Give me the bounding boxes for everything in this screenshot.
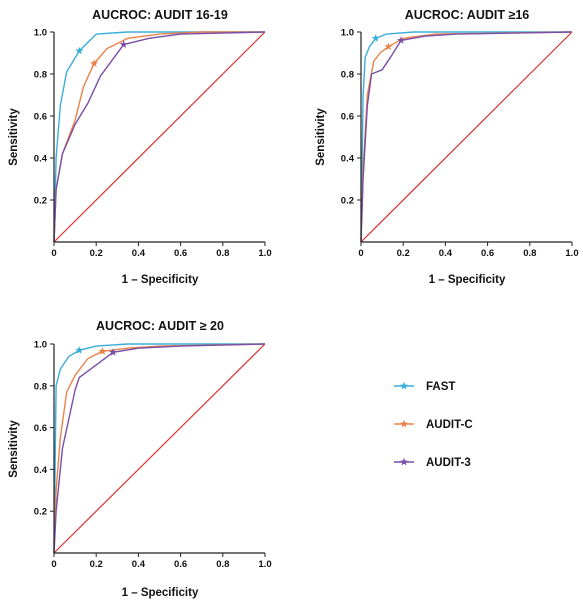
x-axis-label: 1 – Specificity [429,274,506,286]
cutoff-star-audit-3 [109,348,118,356]
legend-star-icon [400,457,408,466]
roc-line-fast [53,343,265,554]
x-tick-label: 0.6 [174,248,187,259]
y-tick-label: 0.8 [341,70,354,81]
cutoff-star-audit-c [384,42,393,51]
panel-audit-16-19: AUCROC: AUDIT 16-19 Sensitivity 1 – Spec… [8,8,272,286]
panel-title: AUCROC: AUDIT ≥ 20 [96,319,224,333]
x-tick-label: 0.4 [132,248,146,259]
x-tick-label: 0.6 [481,248,494,259]
cutoff-star-audit-c [98,347,107,355]
y-axis-label: Sensitivity [8,420,20,478]
reference-diagonal-line [360,31,573,243]
x-tick-label: 0.6 [174,559,187,570]
cutoff-star-fast [371,34,380,42]
x-tick-label: 0.8 [216,559,229,570]
roc-line-audit-3 [53,31,266,243]
x-tick-label: 0.4 [132,559,146,570]
cutoff-star-audit-3 [397,36,406,44]
roc-line-fast [360,31,572,243]
legend-item-audit-c: AUDIT-C [394,419,473,431]
roc-line-audit-3 [53,343,266,554]
y-axis-label: Sensitivity [315,108,327,166]
legend-label: AUDIT-3 [426,457,471,469]
x-tick-label: 1.0 [565,248,578,259]
x-tick-label: 0.2 [90,248,103,259]
legend-item-fast: FAST [394,381,455,393]
legend-star-icon [400,419,408,428]
y-tick-label: 0.8 [34,70,47,81]
y-axis-label: Sensitivity [8,108,20,166]
x-tick-label: 0 [51,248,56,259]
roc-line-audit-c [53,343,266,554]
x-tick-label: 1.0 [258,248,271,259]
y-tick-label: 0.4 [34,154,48,165]
x-tick-label: 0.8 [523,248,536,259]
legend-star-icon [400,381,408,390]
x-tick-label: 0.4 [439,248,453,259]
panel-audit-16-plus: AUCROC: AUDIT ≥16 Sensitivity 1 – Specif… [315,8,579,286]
y-tick-label: 0.6 [34,112,47,123]
reference-diagonal-line [53,343,266,554]
legend: FAST AUDIT-C AUDIT-3 [394,381,473,469]
legend-label: FAST [426,381,455,393]
x-tick-label: 0 [51,559,56,570]
panel-title: AUCROC: AUDIT 16-19 [92,8,228,22]
y-tick-label: 0.6 [341,112,354,123]
panel-title: AUCROC: AUDIT ≥16 [405,8,530,22]
panel-audit-20-plus: AUCROC: AUDIT ≥ 20 Sensitivity 1 – Speci… [8,319,272,599]
x-tick-label: 0 [358,248,363,259]
y-tick-label: 0.6 [34,423,47,434]
legend-item-audit-3: AUDIT-3 [394,457,471,469]
y-tick-label: 0.8 [34,381,47,392]
reference-diagonal-line [53,31,266,243]
cutoff-star-audit-3 [119,40,128,48]
y-tick-label: 1.0 [34,340,47,351]
legend-label: AUDIT-C [426,419,473,431]
cutoff-star-audit-c [90,59,99,67]
x-axis-label: 1 – Specificity [122,587,199,599]
y-tick-label: 0.2 [34,196,47,207]
x-axis-label: 1 – Specificity [122,274,199,286]
roc-line-audit-3 [360,31,573,243]
y-tick-label: 0.4 [34,465,48,476]
y-tick-label: 1.0 [34,28,47,39]
x-tick-label: 0.2 [397,248,410,259]
cutoff-star-fast [75,46,84,55]
y-tick-label: 0.2 [34,507,47,518]
y-tick-label: 1.0 [341,28,354,39]
cutoff-star-fast [75,346,84,354]
y-tick-label: 0.4 [341,154,355,165]
y-tick-label: 0.2 [341,196,354,207]
x-tick-label: 1.0 [258,559,271,570]
x-tick-label: 0.8 [216,248,229,259]
x-tick-label: 0.2 [90,559,103,570]
